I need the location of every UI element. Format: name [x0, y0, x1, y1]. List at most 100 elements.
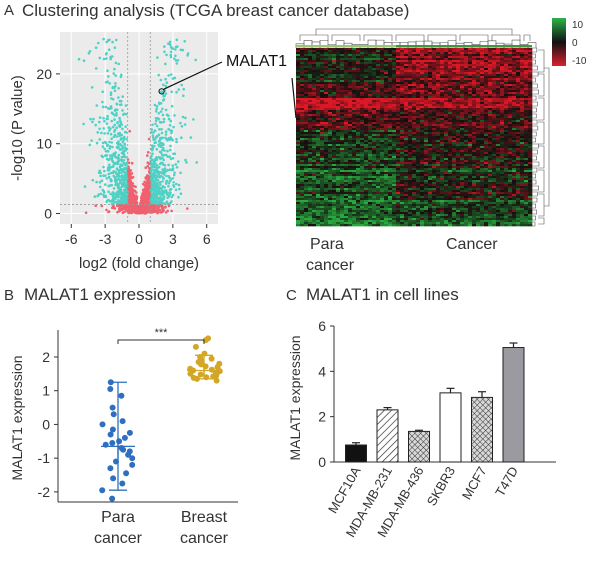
volcano-point [157, 73, 160, 77]
heatmap-cell [428, 64, 433, 67]
volcano-point [168, 138, 171, 141]
heatmap-cell [424, 90, 429, 93]
heatmap-cell [340, 124, 345, 127]
heatmap-cell [520, 62, 525, 65]
heatmap-cell [428, 88, 433, 91]
heatmap-cell [320, 52, 325, 55]
heatmap-cell [432, 102, 437, 105]
heatmap-cell [508, 128, 513, 131]
volcano-point [163, 167, 167, 171]
heatmap-cell [460, 94, 465, 97]
volcano-point [170, 90, 173, 94]
heatmap-cell [468, 118, 473, 121]
volcano-point [107, 75, 110, 78]
heatmap-cell [312, 94, 317, 97]
heatmap-cell [488, 90, 493, 93]
heatmap-cell [448, 96, 453, 99]
heatmap-cell [324, 74, 329, 77]
heatmap-cell [492, 112, 497, 115]
heatmap-cell [404, 116, 409, 119]
heatmap-cell [400, 76, 405, 79]
volcano-point [155, 191, 158, 194]
volcano-point [155, 107, 158, 111]
volcano-point [165, 53, 168, 57]
heatmap-cell [456, 80, 461, 83]
heatmap-cell [396, 52, 401, 55]
heatmap-cell [508, 134, 513, 137]
heatmap-cell [300, 102, 305, 105]
heatmap-cell [368, 72, 373, 75]
heatmap-cell [340, 60, 345, 63]
volcano-point [120, 133, 124, 137]
heatmap-cell [464, 78, 469, 81]
heatmap-cell [356, 68, 361, 71]
heatmap-cell [364, 62, 369, 65]
heatmap-cell [460, 84, 465, 87]
heatmap-cell [420, 132, 425, 135]
heatmap-cell [444, 114, 449, 117]
heatmap-cell [460, 122, 465, 125]
heatmap-cell [372, 66, 377, 69]
heatmap-cell [424, 86, 429, 89]
heatmap-cell [312, 86, 317, 89]
heatmap-cell [460, 102, 465, 105]
heatmap-cell [516, 50, 521, 53]
heatmap-cell [412, 82, 417, 85]
volcano-point [179, 121, 182, 125]
heatmap-cell [484, 68, 489, 71]
heatmap-cell [312, 120, 317, 123]
heatmap-cell [464, 64, 469, 67]
volcano-point [172, 185, 176, 188]
heatmap-cell [412, 94, 417, 97]
heatmap-cell [328, 98, 333, 101]
heatmap-cell [520, 96, 525, 99]
heatmap-cell [452, 110, 457, 113]
heatmap-cell [340, 128, 345, 131]
heatmap-cell [460, 52, 465, 55]
heatmap-cell [432, 76, 437, 79]
heatmap-cell [424, 98, 429, 101]
heatmap-cell [460, 132, 465, 135]
heatmap-cell [496, 124, 501, 127]
heatmap-cell [392, 72, 397, 75]
volcano-point [168, 179, 172, 183]
heatmap-cell [432, 126, 437, 129]
heatmap-cell [348, 116, 353, 119]
heatmap-cell [388, 90, 393, 93]
heatmap-cell [512, 104, 517, 107]
volcano-point [159, 198, 163, 202]
heatmap-cell [480, 66, 485, 69]
volcano-point [98, 120, 101, 124]
heatmap-cell [348, 68, 353, 71]
heatmap-cell [492, 102, 497, 105]
heatmap-cell [460, 134, 465, 137]
heatmap-cell [460, 72, 465, 75]
heatmap-cell [492, 92, 497, 95]
heatmap-cell [316, 66, 321, 69]
volcano-point [160, 90, 164, 93]
heatmap-cell [328, 52, 333, 55]
heatmap-cell [392, 106, 397, 109]
heatmap-cell [312, 56, 317, 59]
heatmap-cell [304, 128, 309, 131]
heatmap-cell [356, 78, 361, 81]
heatmap-cell [468, 72, 473, 75]
volcano-point [117, 153, 121, 157]
volcano-point [154, 141, 158, 144]
heatmap-cell [492, 124, 497, 127]
heatmap-cell [340, 76, 345, 79]
heatmap-cell [368, 130, 373, 133]
heatmap-cell [516, 88, 521, 91]
heatmap-cell [320, 88, 325, 91]
heatmap-cell [508, 88, 513, 91]
heatmap-cell [364, 50, 369, 53]
heatmap-cell [356, 50, 361, 53]
heatmap-cell [328, 92, 333, 95]
heatmap-cell [408, 104, 413, 107]
heatmap-cell [332, 52, 337, 55]
heatmap-cell [436, 124, 441, 127]
heatmap-cell [340, 88, 345, 91]
heatmap-cell [408, 128, 413, 131]
heatmap-cell [524, 86, 529, 89]
heatmap-cell [316, 74, 321, 77]
